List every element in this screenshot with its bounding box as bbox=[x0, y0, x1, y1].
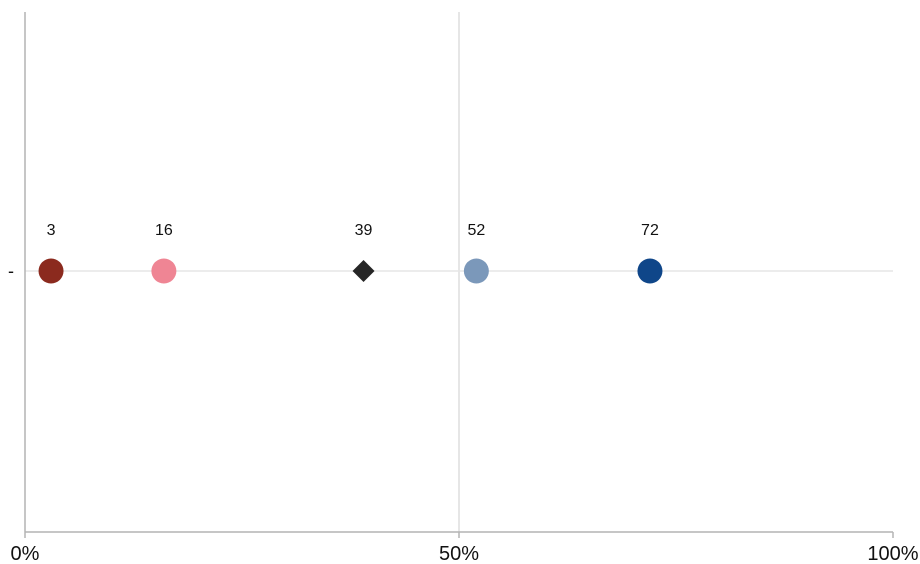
diamond-point bbox=[352, 260, 375, 282]
data-label: 16 bbox=[155, 222, 173, 239]
data-label: 72 bbox=[641, 222, 659, 239]
y-category-label: - bbox=[8, 261, 14, 281]
circle-point bbox=[38, 258, 64, 284]
circle-point bbox=[151, 258, 177, 284]
data-label: 39 bbox=[355, 222, 373, 239]
data-label: 52 bbox=[467, 222, 485, 239]
circle-point bbox=[463, 258, 489, 284]
x-tick-label: 100% bbox=[867, 543, 918, 564]
x-tick-label: 0% bbox=[11, 543, 40, 564]
circle-point bbox=[637, 258, 663, 284]
data-label: 3 bbox=[47, 222, 56, 239]
x-tick-label: 50% bbox=[439, 543, 479, 564]
